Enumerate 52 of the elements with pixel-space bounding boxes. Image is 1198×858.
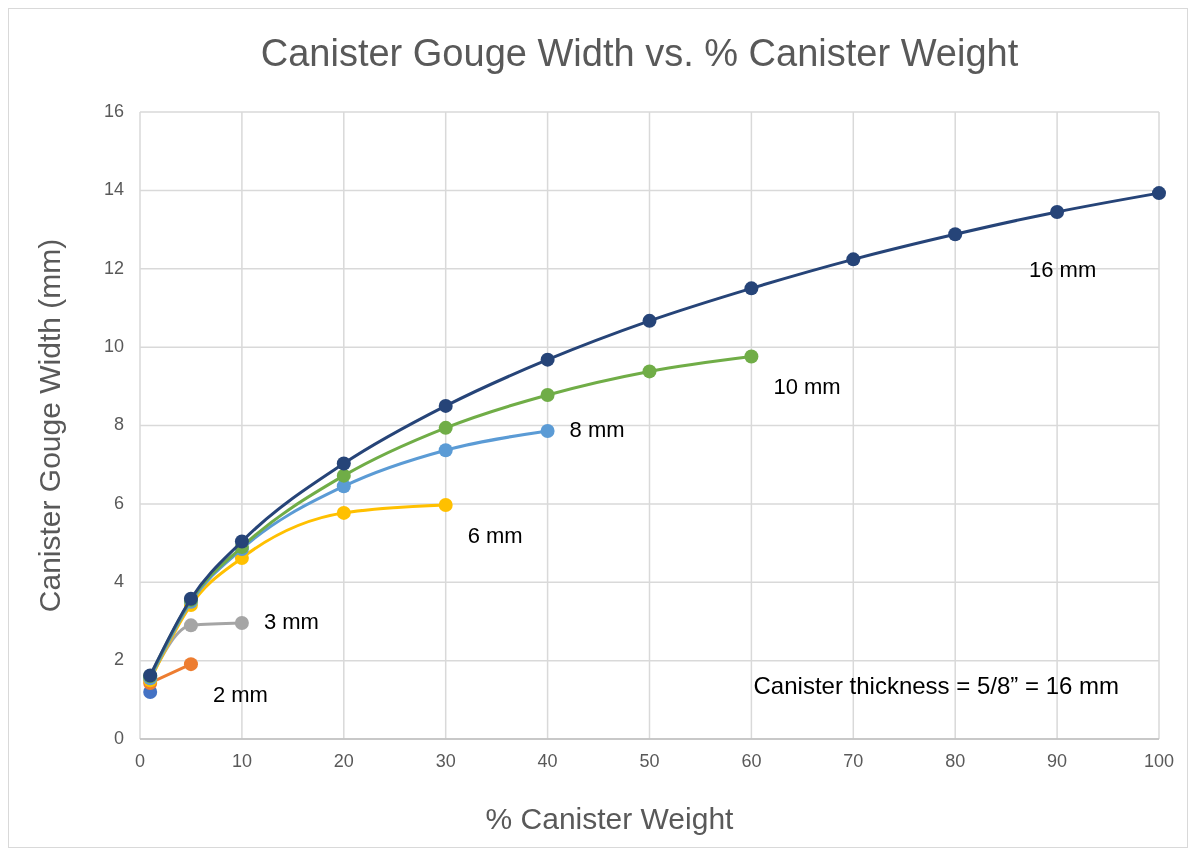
series-label: 8 mm (569, 416, 625, 442)
point (642, 364, 657, 379)
point (846, 252, 861, 267)
point (438, 443, 453, 458)
x-tick-label: 60 (741, 751, 762, 771)
point (540, 352, 555, 367)
point (336, 505, 351, 520)
y-tick-label: 8 (113, 414, 124, 435)
series-label: 10 mm (773, 374, 841, 400)
series-label: 16 mm (1029, 256, 1097, 282)
x-tick-label: 50 (639, 751, 660, 771)
x-tick-label: 20 (333, 751, 354, 771)
point (642, 313, 657, 328)
x-axis-title: % Canister Weight (485, 802, 735, 835)
point (744, 349, 759, 364)
y-tick-label: 12 (103, 257, 124, 278)
x-tick-label: 40 (537, 751, 558, 771)
point (744, 281, 759, 296)
y-tick-label: 14 (103, 179, 124, 200)
point (336, 456, 351, 471)
point (438, 420, 453, 435)
point (540, 423, 555, 438)
x-tick-label: 30 (435, 751, 456, 771)
series-label: 6 mm (467, 522, 523, 548)
point (336, 468, 351, 483)
point (540, 387, 555, 402)
point (438, 498, 453, 513)
point (1152, 186, 1166, 201)
chart-title: Canister Gouge Width vs. % Canister Weight (260, 32, 1019, 74)
y-tick-label: 10 (103, 335, 124, 356)
point (438, 398, 453, 413)
point (183, 657, 198, 672)
y-tick-label: 4 (113, 571, 124, 591)
x-tick-label: 0 (134, 751, 146, 771)
point (234, 534, 249, 549)
point (948, 227, 963, 242)
point (183, 618, 198, 633)
x-tick-label: 80 (945, 751, 966, 771)
y-tick-label: 6 (113, 492, 124, 513)
y-tick-label: 2 (113, 649, 124, 670)
y-axis-title: Canister Gouge Width (mm) (33, 238, 66, 613)
x-tick-label: 10 (231, 751, 252, 771)
x-tick-label: 90 (1047, 751, 1068, 771)
y-tick-label: 0 (113, 727, 124, 748)
point (234, 616, 249, 631)
x-tick-label: 70 (843, 751, 864, 771)
y-tick-label: 16 (103, 100, 124, 121)
x-tick-label: 100 (1143, 751, 1175, 771)
point (1050, 204, 1065, 219)
series-label: 3 mm (263, 608, 319, 634)
series-label: 2 mm (212, 681, 268, 707)
annotation: Canister thickness = 5/8” = 16 mm (753, 672, 1119, 699)
